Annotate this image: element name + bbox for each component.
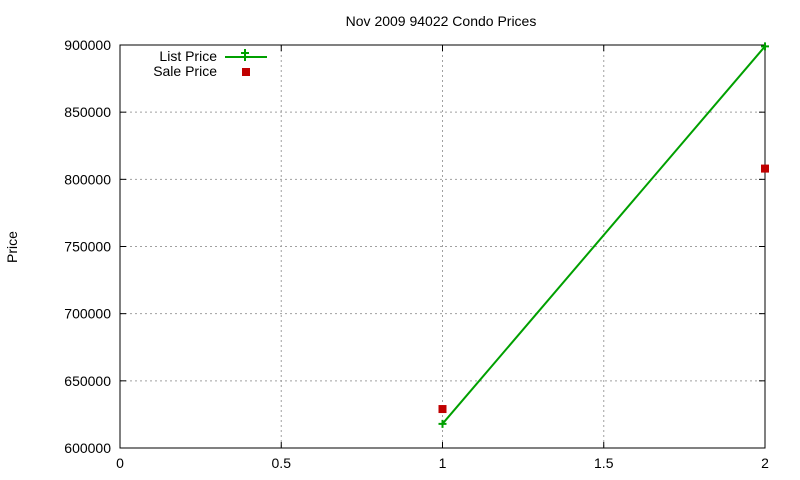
y-tick-label: 650000 [64,373,111,389]
legend-label-sale-price: Sale Price [153,63,217,79]
data-point-list-price [761,42,769,51]
y-tick-label: 600000 [64,440,111,456]
y-tick-label: 900000 [64,37,111,53]
legend-marker-sale-price [242,68,250,76]
y-axis-label: Price [4,231,20,263]
legend: List Price Sale Price [153,48,267,79]
data-point-sale-price [438,405,447,414]
series-layer [438,42,769,428]
data-point-list-price [438,419,447,428]
x-tick-label: 0 [116,455,124,471]
x-tick-label: 2 [761,455,769,471]
chart-title: Nov 2009 94022 Condo Prices [346,13,537,29]
grid-lines [120,45,765,448]
legend-marker-list-price [241,49,249,61]
series-line-list-price [441,45,766,425]
y-tick-label: 750000 [64,239,111,255]
y-axis: 600000 650000 700000 750000 800000 850000 9000… [64,37,765,456]
x-tick-label: 1 [439,455,447,471]
x-axis: 0 0.5 1 1.5 2 [116,45,769,471]
y-tick-label: 800000 [64,171,111,187]
x-tick-label: 0.5 [272,455,292,471]
x-tick-label: 1.5 [594,455,614,471]
legend-label-list-price: List Price [159,48,217,64]
y-tick-label: 700000 [64,306,111,322]
y-tick-label: 850000 [64,104,111,120]
data-point-sale-price [761,164,769,173]
